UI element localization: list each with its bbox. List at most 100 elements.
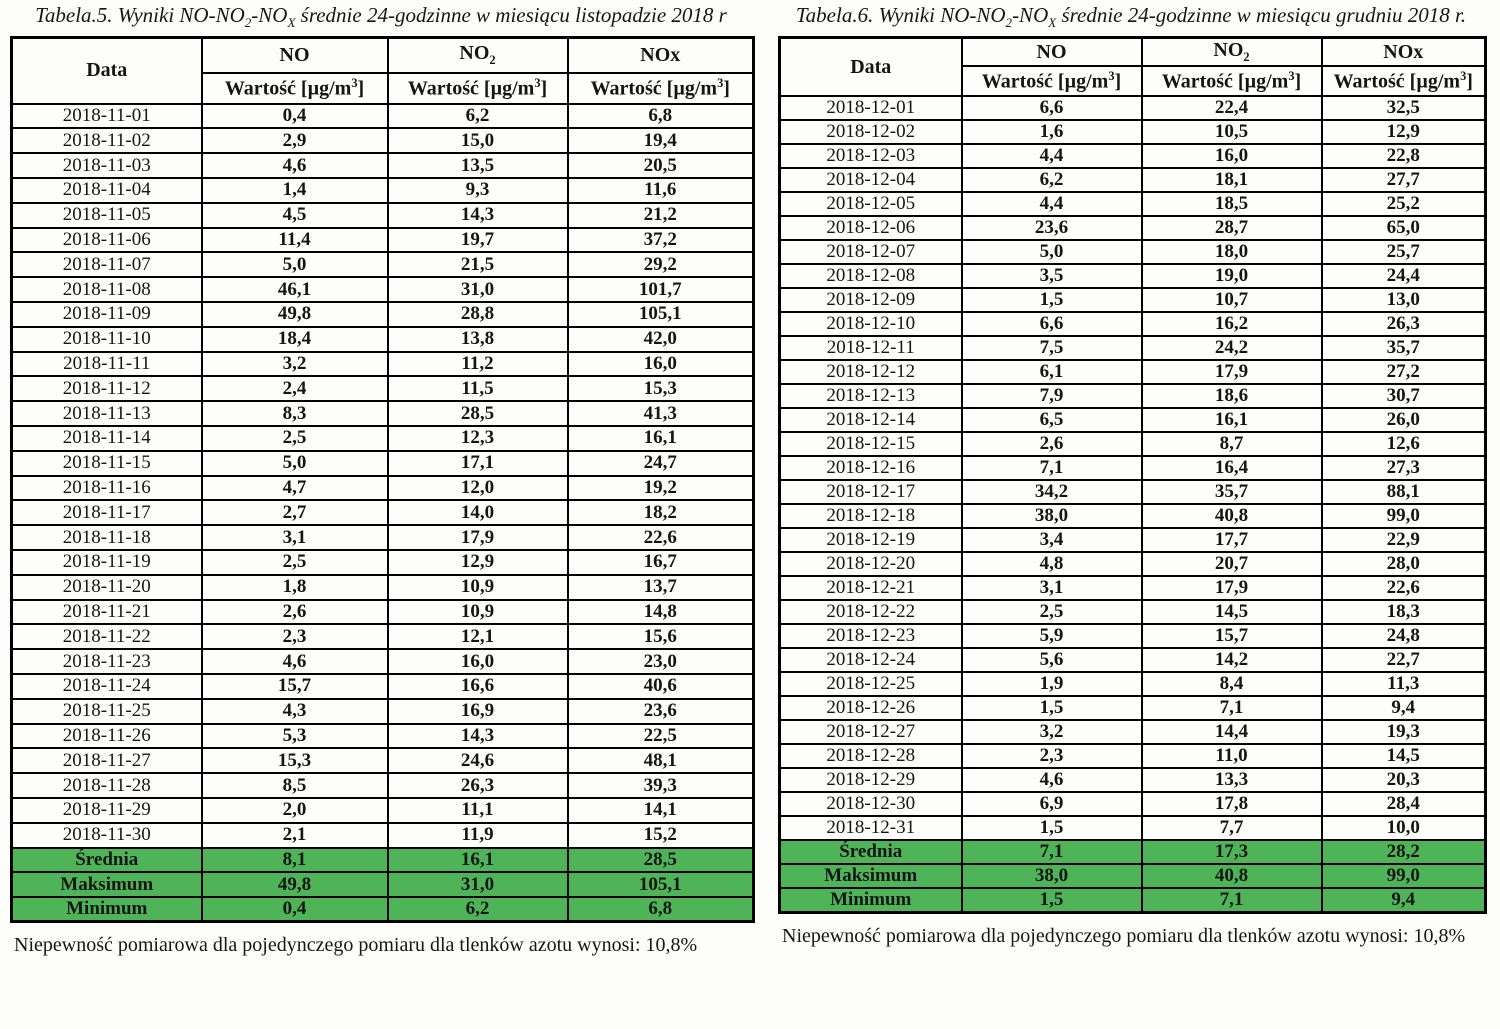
nox-value-cell: 22,6 [566, 524, 755, 552]
nox-value-cell: 6,8 [566, 896, 755, 923]
no-value-cell: 2,6 [200, 598, 389, 626]
table-row: 2018-12-16 7,1 16,4 27,3 [778, 455, 1487, 482]
nox-value-cell: 25,2 [1320, 191, 1487, 218]
no-value-cell: 3,4 [960, 527, 1143, 554]
no2-value-cell: 11,0 [1140, 743, 1323, 770]
no2-value-cell: 6,2 [386, 102, 569, 130]
no-value-cell: 2,0 [200, 797, 389, 824]
no-value-cell: 1,8 [200, 573, 389, 601]
title-subscript-x: X [1048, 15, 1057, 31]
no2-value-cell: 7,1 [1140, 695, 1323, 722]
table-block-november: Tabela.5. Wyniki NO-NO2-NOX średnie 24-g… [10, 2, 755, 957]
results-table-november: Data NO NO2 NOx Wartość [µg/m3] Wartość … [10, 36, 755, 924]
no-value-cell: 8,3 [200, 400, 389, 428]
table-row: 2018-11-25 4,3 16,9 23,6 [10, 697, 755, 725]
date-cell: 2018-12-02 [778, 119, 963, 146]
no-value-cell: 8,1 [200, 846, 389, 874]
no-value-cell: 5,0 [200, 449, 389, 477]
header-no-column: NO [960, 36, 1143, 68]
date-cell: 2018-11-28 [10, 772, 203, 799]
nox-value-cell: 37,2 [566, 226, 755, 254]
no-value-cell: 0,4 [200, 102, 389, 130]
no-value-cell: 6,1 [960, 359, 1143, 386]
nox-value-cell: 101,7 [566, 276, 755, 304]
date-cell: 2018-11-03 [10, 152, 203, 180]
nox-value-cell: 19,3 [1320, 719, 1487, 746]
nox-value-cell: 42,0 [566, 325, 755, 353]
date-cell: 2018-11-21 [10, 598, 203, 626]
date-cell: 2018-12-11 [778, 335, 963, 362]
no2-value-cell: 17,9 [1140, 575, 1323, 602]
table-row: 2018-12-18 38,0 40,8 99,0 [778, 503, 1487, 530]
date-cell: 2018-12-13 [778, 383, 963, 410]
table-row: 2018-12-29 4,6 13,3 20,3 [778, 767, 1487, 794]
no-value-cell: 1,5 [960, 695, 1143, 722]
no2-value-cell: 17,7 [1140, 527, 1323, 554]
no2-value-cell: 16,0 [386, 648, 569, 676]
no2-value-cell: 17,8 [1140, 791, 1323, 818]
date-cell: 2018-12-25 [778, 671, 963, 698]
header-no2-unit: Wartość [µg/m3] [386, 71, 569, 105]
no2-value-cell: 17,1 [386, 449, 569, 477]
date-cell: 2018-12-03 [778, 143, 963, 170]
no-value-cell: 3,2 [960, 719, 1143, 746]
nox-value-cell: 13,0 [1320, 287, 1487, 314]
table-row: 2018-12-15 2,6 8,7 12,6 [778, 431, 1487, 458]
no2-value-cell: 10,5 [1140, 119, 1323, 146]
no2-value-cell: 18,5 [1140, 191, 1323, 218]
table-row: 2018-11-01 0,4 6,2 6,8 [10, 102, 755, 130]
table-row: 2018-11-14 2,5 12,3 16,1 [10, 425, 755, 452]
no2-value-cell: 16,1 [1140, 407, 1323, 434]
header-date-column: Data [10, 36, 203, 105]
table-row: 2018-12-30 6,9 17,8 28,4 [778, 791, 1487, 818]
results-table-december: Data NO NO2 NOx Wartość [µg/m3] Wartość … [778, 36, 1487, 915]
date-cell: 2018-12-27 [778, 719, 963, 746]
date-cell: 2018-11-04 [10, 177, 203, 204]
table-row: 2018-12-20 4,8 20,7 28,0 [778, 551, 1487, 578]
date-cell: 2018-12-07 [778, 239, 963, 266]
header-no2-column: NO2 [386, 36, 569, 74]
nox-value-cell: 14,8 [566, 598, 755, 626]
table-december-title: Tabela.6. Wyniki NO-NO2-NOX średnie 24-g… [778, 3, 1484, 31]
nox-value-cell: 14,1 [566, 797, 755, 824]
no-value-cell: 5,0 [200, 251, 389, 279]
no2-value-cell: 16,9 [386, 697, 569, 725]
no-value-cell: 2,4 [200, 375, 389, 403]
header-nox-unit: Wartość [µg/m3] [1320, 65, 1487, 98]
table-row: 2018-11-16 4,7 12,0 19,2 [10, 474, 755, 502]
no2-value-cell: 13,8 [386, 325, 569, 353]
date-cell: 2018-11-06 [10, 226, 203, 254]
no2-value-cell: 40,8 [1140, 863, 1323, 890]
no-value-cell: 2,7 [200, 499, 389, 527]
no-value-cell: 49,8 [200, 871, 389, 899]
date-cell: 2018-12-08 [778, 263, 963, 290]
table-row: 2018-11-18 3,1 17,9 22,6 [10, 524, 755, 552]
nox-value-cell: 16,0 [566, 350, 755, 378]
table-row: 2018-12-21 3,1 17,9 22,6 [778, 575, 1487, 602]
date-cell: 2018-11-07 [10, 251, 203, 279]
date-cell: 2018-11-25 [10, 697, 203, 725]
nox-value-cell: 28,2 [1320, 839, 1487, 866]
no-value-cell: 4,3 [200, 697, 389, 725]
nox-value-cell: 10,0 [1320, 815, 1487, 842]
nox-value-cell: 28,5 [566, 846, 755, 874]
no2-value-cell: 17,9 [386, 524, 569, 552]
nox-value-cell: 48,1 [566, 747, 755, 775]
nox-value-cell: 27,7 [1320, 167, 1487, 194]
date-cell: 2018-12-21 [778, 575, 963, 602]
nox-value-cell: 99,0 [1320, 503, 1487, 530]
no2-value-cell: 17,9 [1140, 359, 1323, 386]
date-cell: 2018-12-30 [778, 791, 963, 818]
table-row: 2018-12-24 5,6 14,2 22,7 [778, 647, 1487, 674]
date-cell: 2018-12-23 [778, 623, 963, 650]
date-cell: 2018-12-22 [778, 599, 963, 626]
no-value-cell: 7,9 [960, 383, 1143, 410]
no-value-cell: 1,6 [960, 119, 1143, 146]
table-row: 2018-12-05 4,4 18,5 25,2 [778, 191, 1487, 218]
date-cell: 2018-11-23 [10, 648, 203, 676]
table-row: 2018-12-23 5,9 15,7 24,8 [778, 623, 1487, 650]
no2-value-cell: 11,9 [386, 821, 569, 849]
nox-value-cell: 12,9 [1320, 119, 1487, 146]
date-cell: Średnia [10, 846, 203, 874]
date-cell: 2018-12-31 [778, 815, 963, 842]
